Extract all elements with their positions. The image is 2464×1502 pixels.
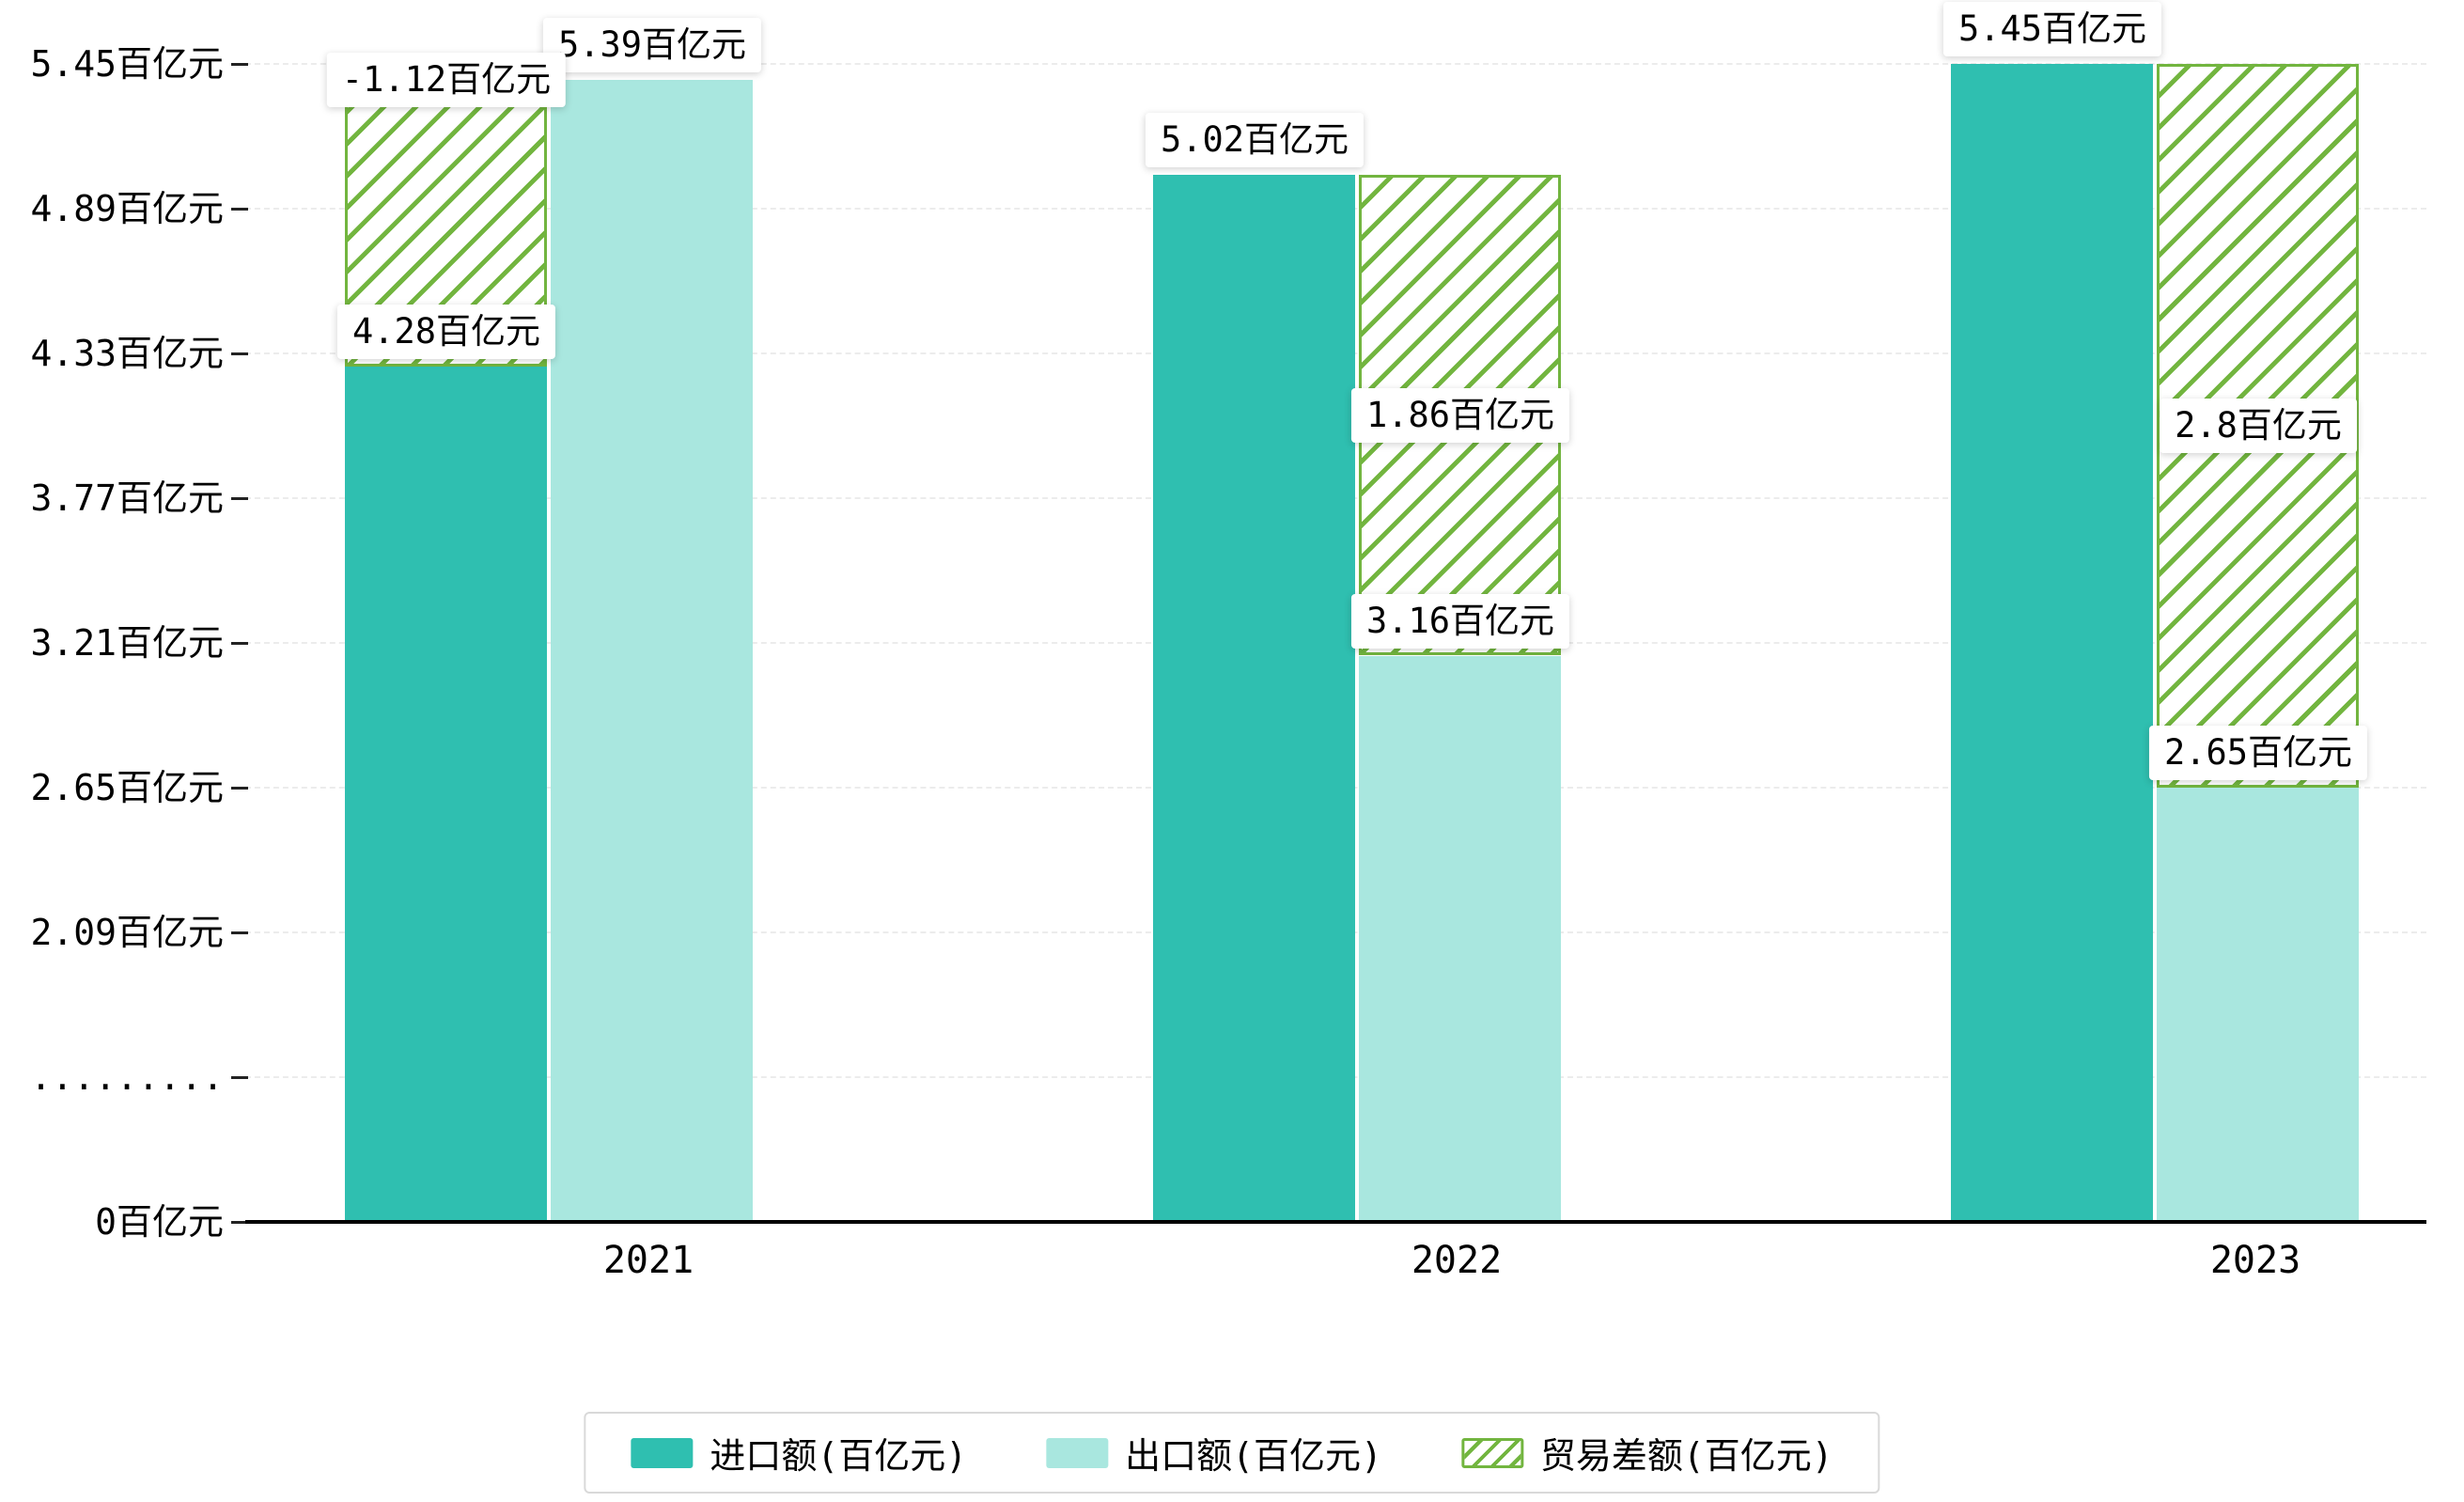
legend: 进口额(百亿元) 出口额(百亿元) 贸易差额(百亿元): [584, 1412, 1880, 1494]
x-axis-line: [245, 1220, 2426, 1224]
y-tick-label: 4.89百亿元: [30, 188, 224, 229]
legend-item-balance[interactable]: 贸易差额(百亿元): [1460, 1427, 1833, 1479]
x-tick-2021: 2021: [602, 1239, 694, 1282]
label-balance-2023: 2.8百亿元: [2160, 399, 2357, 453]
label-balance-2022: 1.86百亿元: [1350, 388, 1570, 443]
export-swatch-icon: [1046, 1437, 1109, 1468]
y-tickmark: [231, 642, 248, 645]
y-tickmark: [231, 352, 248, 355]
legend-item-export[interactable]: 出口额(百亿元): [1046, 1427, 1382, 1479]
label-export-2021: 5.39百亿元: [542, 18, 762, 72]
y-tickmark: [231, 1221, 248, 1224]
label-import-2021: 4.28百亿元: [336, 305, 556, 359]
bar-export-2021: [551, 80, 753, 1223]
label-balance-2021: -1.12百亿元: [326, 53, 567, 107]
bar-export-2022: [1359, 656, 1561, 1222]
legend-label-balance: 贸易差额(百亿元): [1539, 1435, 1833, 1477]
bar-import-2021: [345, 367, 547, 1222]
y-tickmark: [231, 1076, 248, 1079]
label-export-2023: 2.65百亿元: [2148, 726, 2368, 780]
y-tick-label: 2.65百亿元: [30, 767, 224, 808]
bar-export-2023: [2157, 788, 2359, 1222]
y-tick-label: 4.33百亿元: [30, 333, 224, 374]
y-tickmark: [231, 931, 248, 934]
bar-import-2023: [1951, 64, 2153, 1222]
label-import-2022: 5.02百亿元: [1145, 113, 1365, 167]
y-tickmark: [231, 63, 248, 66]
x-tick-2022: 2022: [1411, 1239, 1503, 1282]
import-swatch-icon: [631, 1437, 694, 1468]
y-tick-label: 0百亿元: [95, 1201, 224, 1243]
label-import-2023: 5.45百亿元: [1942, 2, 2162, 56]
y-tick-label: .........: [30, 1056, 224, 1098]
label-export-2022: 3.16百亿元: [1350, 594, 1570, 649]
y-tick-label: 3.21百亿元: [30, 622, 224, 664]
y-tick-label: 2.09百亿元: [30, 912, 224, 953]
legend-label-import: 进口额(百亿元): [710, 1435, 968, 1477]
y-tick-label: 3.77百亿元: [30, 477, 224, 519]
legend-item-import[interactable]: 进口额(百亿元): [631, 1427, 967, 1479]
y-tickmark: [231, 497, 248, 500]
x-tick-2023: 2023: [2209, 1239, 2301, 1282]
y-tickmark: [231, 787, 248, 790]
y-tick-label: 5.45百亿元: [30, 43, 224, 85]
gridline: [245, 63, 2426, 65]
y-tickmark: [231, 208, 248, 211]
bar-import-2022: [1153, 175, 1355, 1222]
legend-label-export: 出口额(百亿元): [1125, 1435, 1382, 1477]
balance-hatch-swatch-icon: [1460, 1437, 1523, 1468]
